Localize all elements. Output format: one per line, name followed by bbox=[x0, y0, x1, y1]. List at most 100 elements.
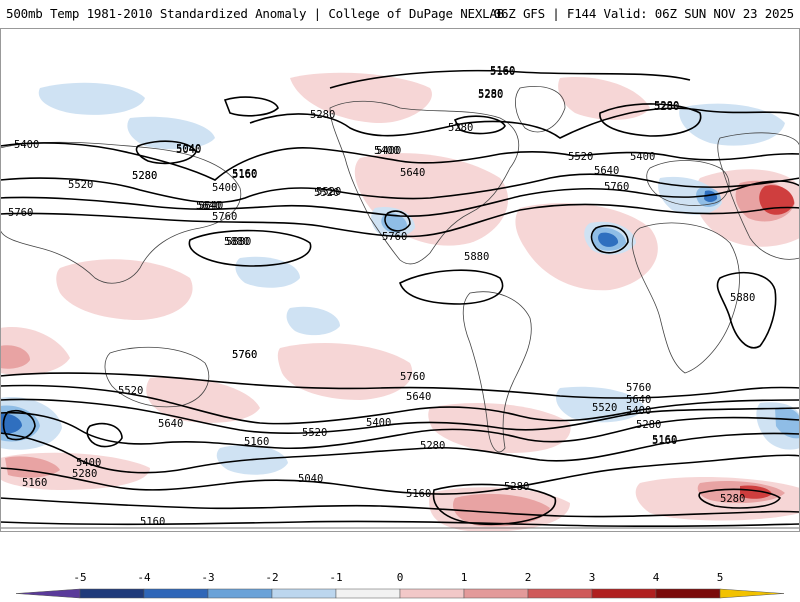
contour-5880-africa bbox=[716, 271, 777, 349]
colorbar-tick: -1 bbox=[329, 571, 343, 584]
coastline-greenland bbox=[515, 86, 566, 133]
contour-label: 5400 bbox=[212, 182, 237, 194]
contour-label: 5040 bbox=[298, 473, 323, 485]
contour-label: 5760 bbox=[232, 349, 257, 361]
warm-anomaly-area bbox=[56, 259, 193, 320]
coastline-south-america bbox=[462, 291, 532, 453]
cold-anomaly-area bbox=[679, 103, 785, 146]
coastline-australia bbox=[104, 346, 210, 408]
colorbar-tick: -5 bbox=[73, 571, 87, 584]
contour-5880-atlantic bbox=[399, 269, 504, 305]
contour-label: 5640 bbox=[158, 418, 183, 430]
contour-label: 5520 bbox=[316, 186, 341, 198]
contour-label: 5160 bbox=[232, 169, 257, 181]
colorbar-segment bbox=[463, 588, 529, 599]
contour-5280-southring bbox=[432, 483, 556, 526]
contour-label: 5520 bbox=[118, 385, 143, 397]
colorbar-tick: 4 bbox=[652, 571, 660, 584]
contour-label: 5400 bbox=[376, 145, 401, 157]
contour-5040-closed bbox=[135, 140, 197, 165]
contour-label: 5400 bbox=[626, 405, 651, 417]
coastline-north-america bbox=[329, 100, 519, 265]
warm-anomaly-peak bbox=[740, 485, 772, 499]
contour-label: 5280 bbox=[448, 122, 473, 134]
cold-anomaly-area bbox=[235, 256, 300, 288]
contour-5760-north bbox=[0, 203, 800, 238]
anomaly-map: 5160 5280 5280 5280 5400 5520 5640 5760 … bbox=[0, 28, 800, 532]
colorbar-strip bbox=[15, 588, 785, 599]
contour-label: 5280 bbox=[72, 468, 97, 480]
colorbar-tick: -2 bbox=[265, 571, 279, 584]
colorbar-segment bbox=[399, 588, 465, 599]
colorbar-tick: -4 bbox=[137, 571, 151, 584]
contour-labels-south: 5520 5400 5280 5160 5040 5160 5280 5160 … bbox=[140, 349, 745, 528]
colorbar-segment bbox=[719, 588, 785, 599]
cold-anomaly-peak bbox=[704, 190, 718, 202]
contour-label: 5160 bbox=[652, 435, 677, 447]
cold-anomaly-area bbox=[286, 306, 340, 336]
contour-label: 5160 bbox=[490, 66, 515, 78]
contour-label: 5280 bbox=[636, 419, 661, 431]
contour-label: 5760 bbox=[232, 349, 257, 361]
height-contours bbox=[0, 69, 800, 528]
contour-label: 5880 bbox=[226, 236, 251, 248]
contour-5160-south bbox=[0, 454, 800, 495]
contour-label: 5160 bbox=[652, 434, 677, 446]
contour-5520-south bbox=[0, 398, 800, 434]
contour-label: 5760 bbox=[400, 371, 425, 383]
contour-label: 5640 bbox=[626, 394, 651, 406]
contour-label: 5280 bbox=[420, 440, 445, 452]
contour-low-southpacific-inner bbox=[86, 422, 123, 448]
warm-anomaly-area bbox=[558, 77, 650, 120]
contour-label: 5760 bbox=[604, 181, 629, 193]
contour-label: 5400 bbox=[76, 457, 101, 469]
contour-label: 5280 bbox=[478, 88, 503, 100]
colorbar: -5 -4 -3 -2 -1 0 1 2 3 4 5 bbox=[0, 571, 800, 600]
warm-anomaly-area bbox=[290, 72, 432, 123]
contour-label: 5640 bbox=[594, 165, 619, 177]
colorbar-segment bbox=[79, 588, 145, 599]
colorbar-segment bbox=[655, 588, 721, 599]
colorbar-segment bbox=[15, 588, 81, 599]
colorbar-segment bbox=[591, 588, 657, 599]
warm-anomaly-area bbox=[146, 377, 260, 423]
header: 500mb Temp 1981-2010 Standardized Anomal… bbox=[0, 0, 800, 28]
colorbar-segment bbox=[271, 588, 337, 599]
warm-anomaly-core bbox=[0, 345, 30, 369]
contour-label: 5640 bbox=[400, 167, 425, 179]
contour-label: 5160 bbox=[490, 65, 515, 77]
warm-anomaly-core bbox=[5, 456, 60, 478]
contour-label: 5160 bbox=[406, 488, 431, 500]
colorbar-tick: 1 bbox=[460, 571, 468, 584]
colorbar-tick: 5 bbox=[716, 571, 724, 584]
contour-label: 5880 bbox=[730, 292, 755, 304]
cold-anomaly-area bbox=[127, 116, 215, 150]
contour-5160-lowest bbox=[0, 520, 800, 528]
contour-label: 5880 bbox=[224, 236, 249, 248]
colorbar-tick: 2 bbox=[524, 571, 532, 584]
contour-5280-north bbox=[249, 107, 800, 139]
cold-anomaly-peak bbox=[0, 413, 22, 434]
colorbar-segment bbox=[335, 588, 401, 599]
contour-low-southpacific bbox=[2, 410, 36, 441]
contour-5280-europe bbox=[599, 103, 702, 137]
contour-5640-south bbox=[0, 384, 800, 425]
contour-label: 5280 bbox=[132, 170, 157, 182]
contour-label: 5040 bbox=[176, 143, 201, 155]
map-title: 500mb Temp 1981-2010 Standardized Anomal… bbox=[6, 6, 505, 21]
colorbar-segment bbox=[207, 588, 273, 599]
contour-label: 5400 bbox=[630, 151, 655, 163]
cold-anomaly-area bbox=[38, 82, 145, 115]
contour-5160-north bbox=[329, 69, 691, 89]
coastline-europe bbox=[646, 160, 730, 206]
anomaly-shading bbox=[0, 72, 800, 532]
colorbar-tick: 3 bbox=[588, 571, 596, 584]
model-valid-time: 06Z GFS | F144 Valid: 06Z SUN NOV 23 202… bbox=[493, 6, 795, 21]
contour-label: 5280 bbox=[504, 481, 529, 493]
colorbar-tick: -3 bbox=[201, 571, 215, 584]
contour-label: 5280 bbox=[654, 100, 679, 112]
contour-label: 5520 bbox=[302, 427, 327, 439]
coastline-africa bbox=[631, 222, 740, 374]
contour-5880-closed bbox=[188, 229, 312, 267]
contour-label: 5880 bbox=[464, 251, 489, 263]
